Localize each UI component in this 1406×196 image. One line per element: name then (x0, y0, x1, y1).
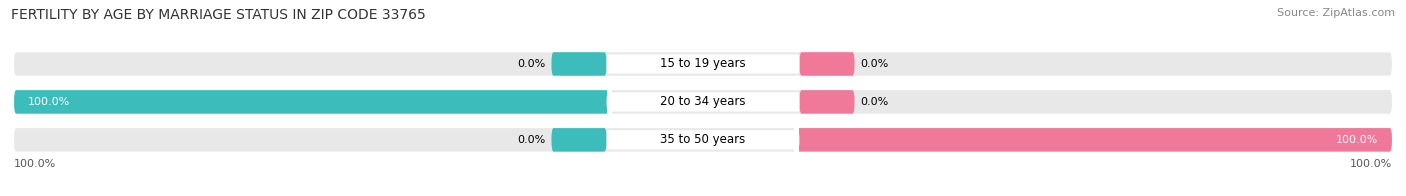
FancyBboxPatch shape (800, 90, 855, 114)
FancyBboxPatch shape (606, 92, 800, 112)
Text: 0.0%: 0.0% (517, 135, 546, 145)
Text: 100.0%: 100.0% (1336, 135, 1378, 145)
Text: 100.0%: 100.0% (14, 159, 56, 169)
FancyBboxPatch shape (14, 128, 1392, 152)
FancyBboxPatch shape (14, 52, 1392, 76)
Bar (606, 88, 612, 116)
Text: 20 to 34 years: 20 to 34 years (661, 95, 745, 108)
Text: 0.0%: 0.0% (860, 59, 889, 69)
FancyBboxPatch shape (14, 90, 1392, 114)
Text: 35 to 50 years: 35 to 50 years (661, 133, 745, 146)
FancyBboxPatch shape (606, 54, 800, 74)
FancyBboxPatch shape (551, 52, 606, 76)
Text: 100.0%: 100.0% (28, 97, 70, 107)
Text: 100.0%: 100.0% (1350, 159, 1392, 169)
Text: FERTILITY BY AGE BY MARRIAGE STATUS IN ZIP CODE 33765: FERTILITY BY AGE BY MARRIAGE STATUS IN Z… (11, 8, 426, 22)
Text: 0.0%: 0.0% (860, 97, 889, 107)
FancyBboxPatch shape (606, 130, 800, 150)
FancyBboxPatch shape (797, 128, 1392, 152)
FancyBboxPatch shape (800, 52, 855, 76)
Text: Source: ZipAtlas.com: Source: ZipAtlas.com (1277, 8, 1395, 18)
Bar (794, 126, 800, 153)
Text: 15 to 19 years: 15 to 19 years (661, 57, 745, 71)
FancyBboxPatch shape (14, 90, 609, 114)
Text: 0.0%: 0.0% (517, 59, 546, 69)
FancyBboxPatch shape (551, 128, 606, 152)
